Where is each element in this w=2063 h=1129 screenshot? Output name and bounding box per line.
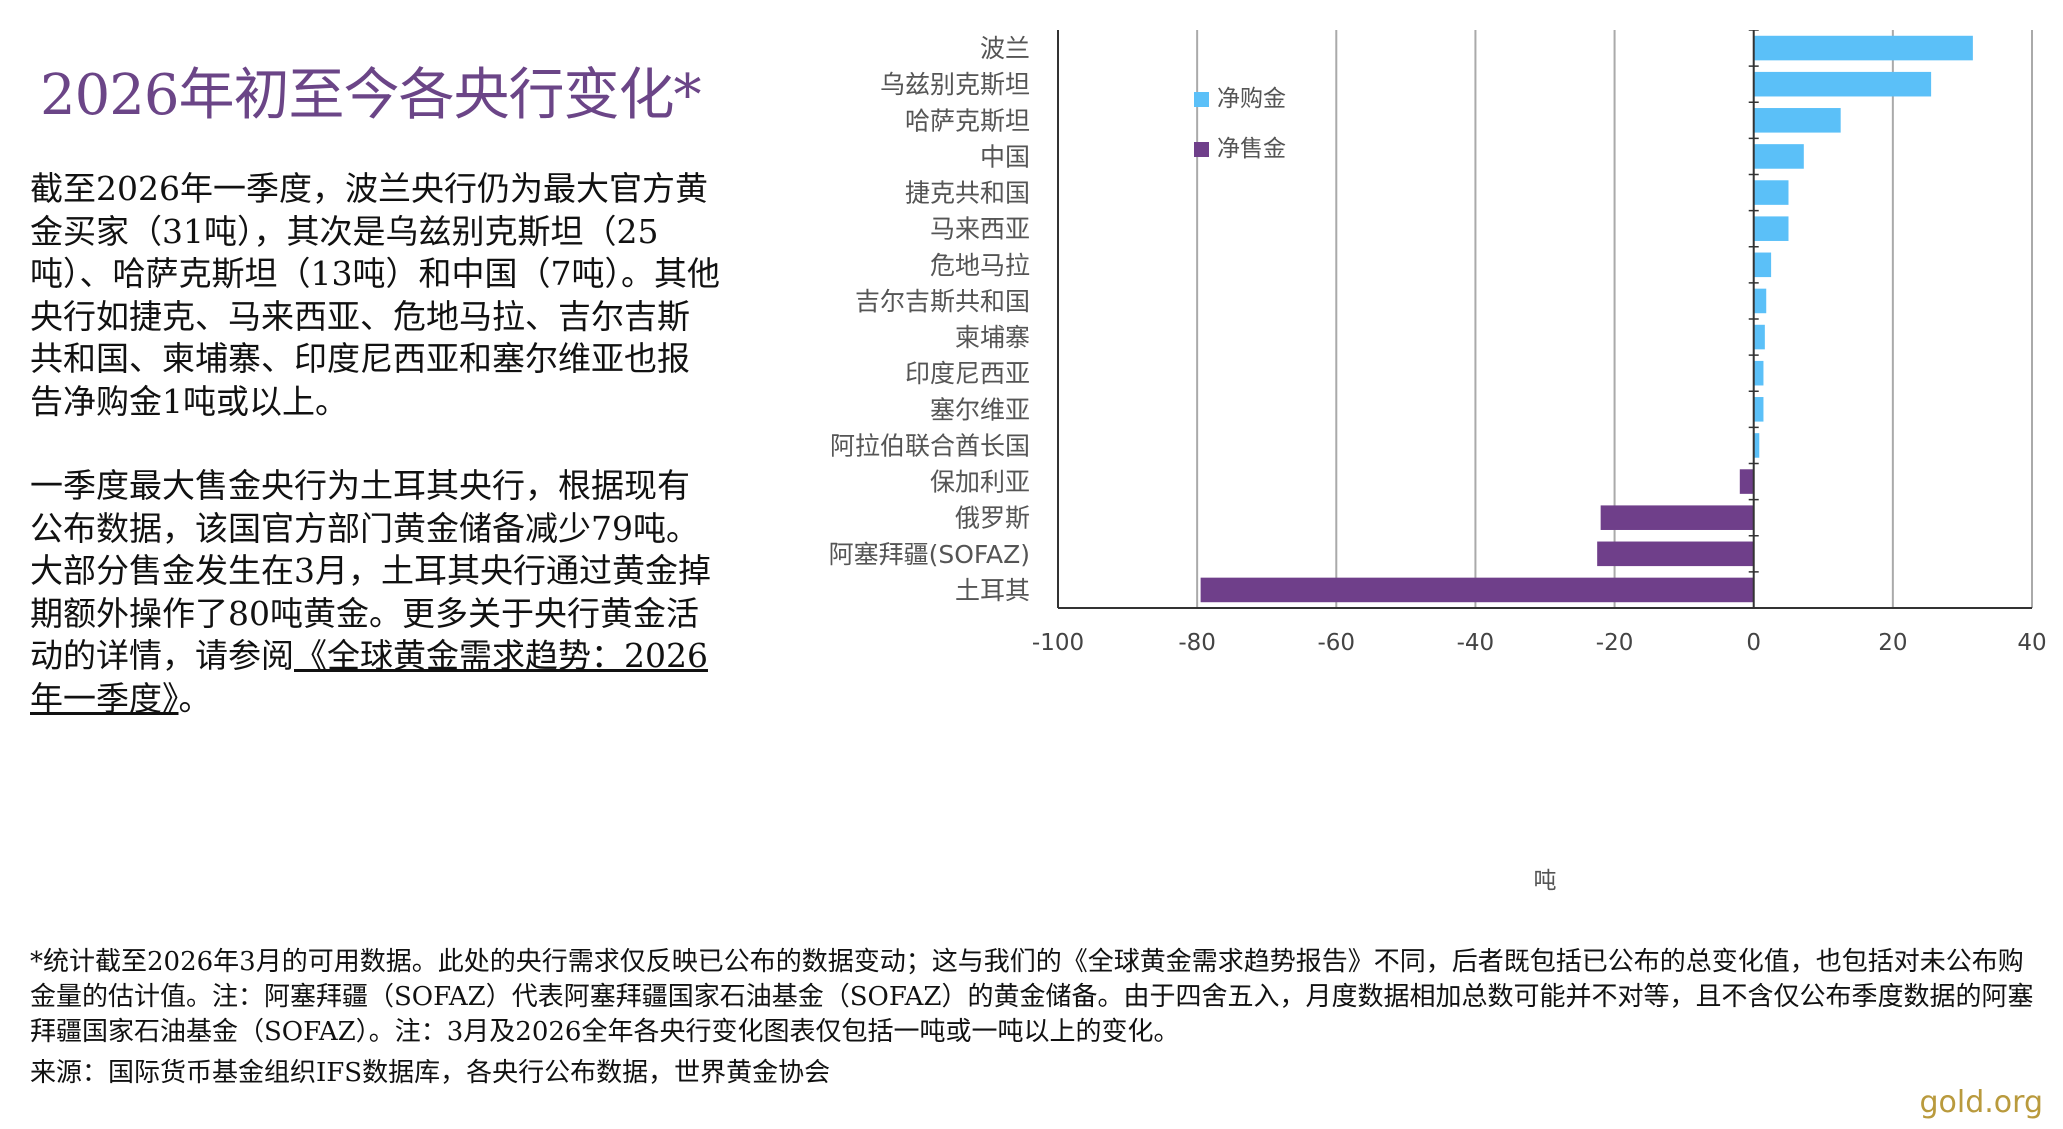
summary-text: 截至2026年一季度，波兰央行仍为最大官方黄金买家（31吨），其次是乌兹别克斯坦… (30, 168, 720, 762)
category-label: 土耳其 (955, 576, 1030, 605)
category-label: 塞尔维亚 (930, 395, 1030, 424)
bar-6 (1753, 252, 1772, 278)
legend-swatch-0 (1194, 92, 1209, 107)
category-label: 柬埔寨 (955, 323, 1030, 352)
bar-8 (1753, 324, 1765, 350)
bar-0 (1753, 35, 1973, 61)
summary-paragraph-1: 截至2026年一季度，波兰央行仍为最大官方黄金买家（31吨），其次是乌兹别克斯坦… (30, 169, 720, 421)
report-link[interactable]: 《全球黄金需求趋势：2026年一季度》 (30, 636, 708, 718)
summary-paragraph-2-end: 。 (178, 678, 212, 718)
bar-15 (1200, 577, 1754, 603)
bar-11 (1753, 433, 1760, 458)
category-label-layer: 波兰乌兹别克斯坦哈萨克斯坦中国捷克共和国马来西亚危地马拉吉尔吉斯共和国柬埔寨印度… (829, 34, 1030, 605)
central-bank-chart: -100 -80 -60 -40 -20 0 20 40 波兰乌兹别克斯坦哈萨克斯坦中国捷克共… (829, 30, 2047, 894)
x-axis-title: 吨 (1534, 868, 1557, 894)
category-label: 保加利亚 (930, 468, 1030, 497)
x-tick-label: -40 (1457, 630, 1495, 656)
x-tick-label: -20 (1596, 630, 1634, 656)
category-label: 波兰 (980, 34, 1030, 63)
bar-12 (1739, 469, 1754, 494)
bar-1 (1753, 71, 1932, 97)
bar-3 (1753, 144, 1804, 169)
category-label: 捷克共和国 (905, 179, 1030, 208)
category-label: 危地马拉 (930, 251, 1030, 280)
category-label: 吉尔吉斯共和国 (855, 287, 1030, 316)
category-label: 马来西亚 (930, 215, 1030, 244)
footnote: *统计截至2026年3月的可用数据。此处的央行需求仅反映已公布的数据变动；这与我… (30, 947, 2034, 1047)
axis-layer: -100 -80 -60 -40 -20 0 20 40 (1032, 30, 2047, 656)
category-label: 阿塞拜疆(SOFAZ) (829, 540, 1030, 569)
x-tick-label: -60 (1317, 630, 1355, 656)
category-label: 哈萨克斯坦 (905, 106, 1030, 135)
x-tick-label: 0 (1746, 630, 1761, 656)
brand-logo-text: gold.org (1919, 1085, 2043, 1120)
bar-10 (1753, 397, 1764, 422)
bar-13 (1600, 505, 1754, 530)
bar-14 (1597, 541, 1754, 567)
category-label: 俄罗斯 (955, 504, 1030, 533)
bar-9 (1753, 360, 1764, 386)
category-label: 印度尼西亚 (905, 359, 1030, 388)
bar-2 (1753, 108, 1841, 133)
legend-swatch-1 (1194, 142, 1209, 157)
category-label: 阿拉伯联合酋长国 (830, 431, 1030, 460)
category-label: 乌兹别克斯坦 (880, 70, 1030, 99)
bar-7 (1753, 288, 1767, 314)
x-tick-label: 40 (2017, 630, 2046, 656)
page-title: 2026年初至今各央行变化* (40, 63, 702, 128)
x-tick-label: -80 (1178, 630, 1216, 656)
bar-5 (1753, 216, 1789, 241)
legend-label-1: 净售金 (1217, 136, 1286, 162)
summary-paragraph-2-text: 一季度最大售金央行为土耳其央行，根据现有公布数据，该国官方部门黄金储备减少79吨… (30, 466, 711, 675)
bar-layer (1200, 35, 1973, 603)
legend-label-0: 净购金 (1217, 86, 1286, 112)
x-tick-label: -100 (1032, 630, 1084, 656)
x-tick-label: 20 (1878, 630, 1907, 656)
bar-4 (1753, 180, 1789, 205)
summary-paragraph-2: 一季度最大售金央行为土耳其央行，根据现有公布数据，该国官方部门黄金储备减少79吨… (30, 465, 720, 720)
source-note: 来源：国际货币基金组织IFS数据库，各央行公布数据，世界黄金协会 (30, 1058, 831, 1088)
category-label: 中国 (980, 142, 1030, 171)
